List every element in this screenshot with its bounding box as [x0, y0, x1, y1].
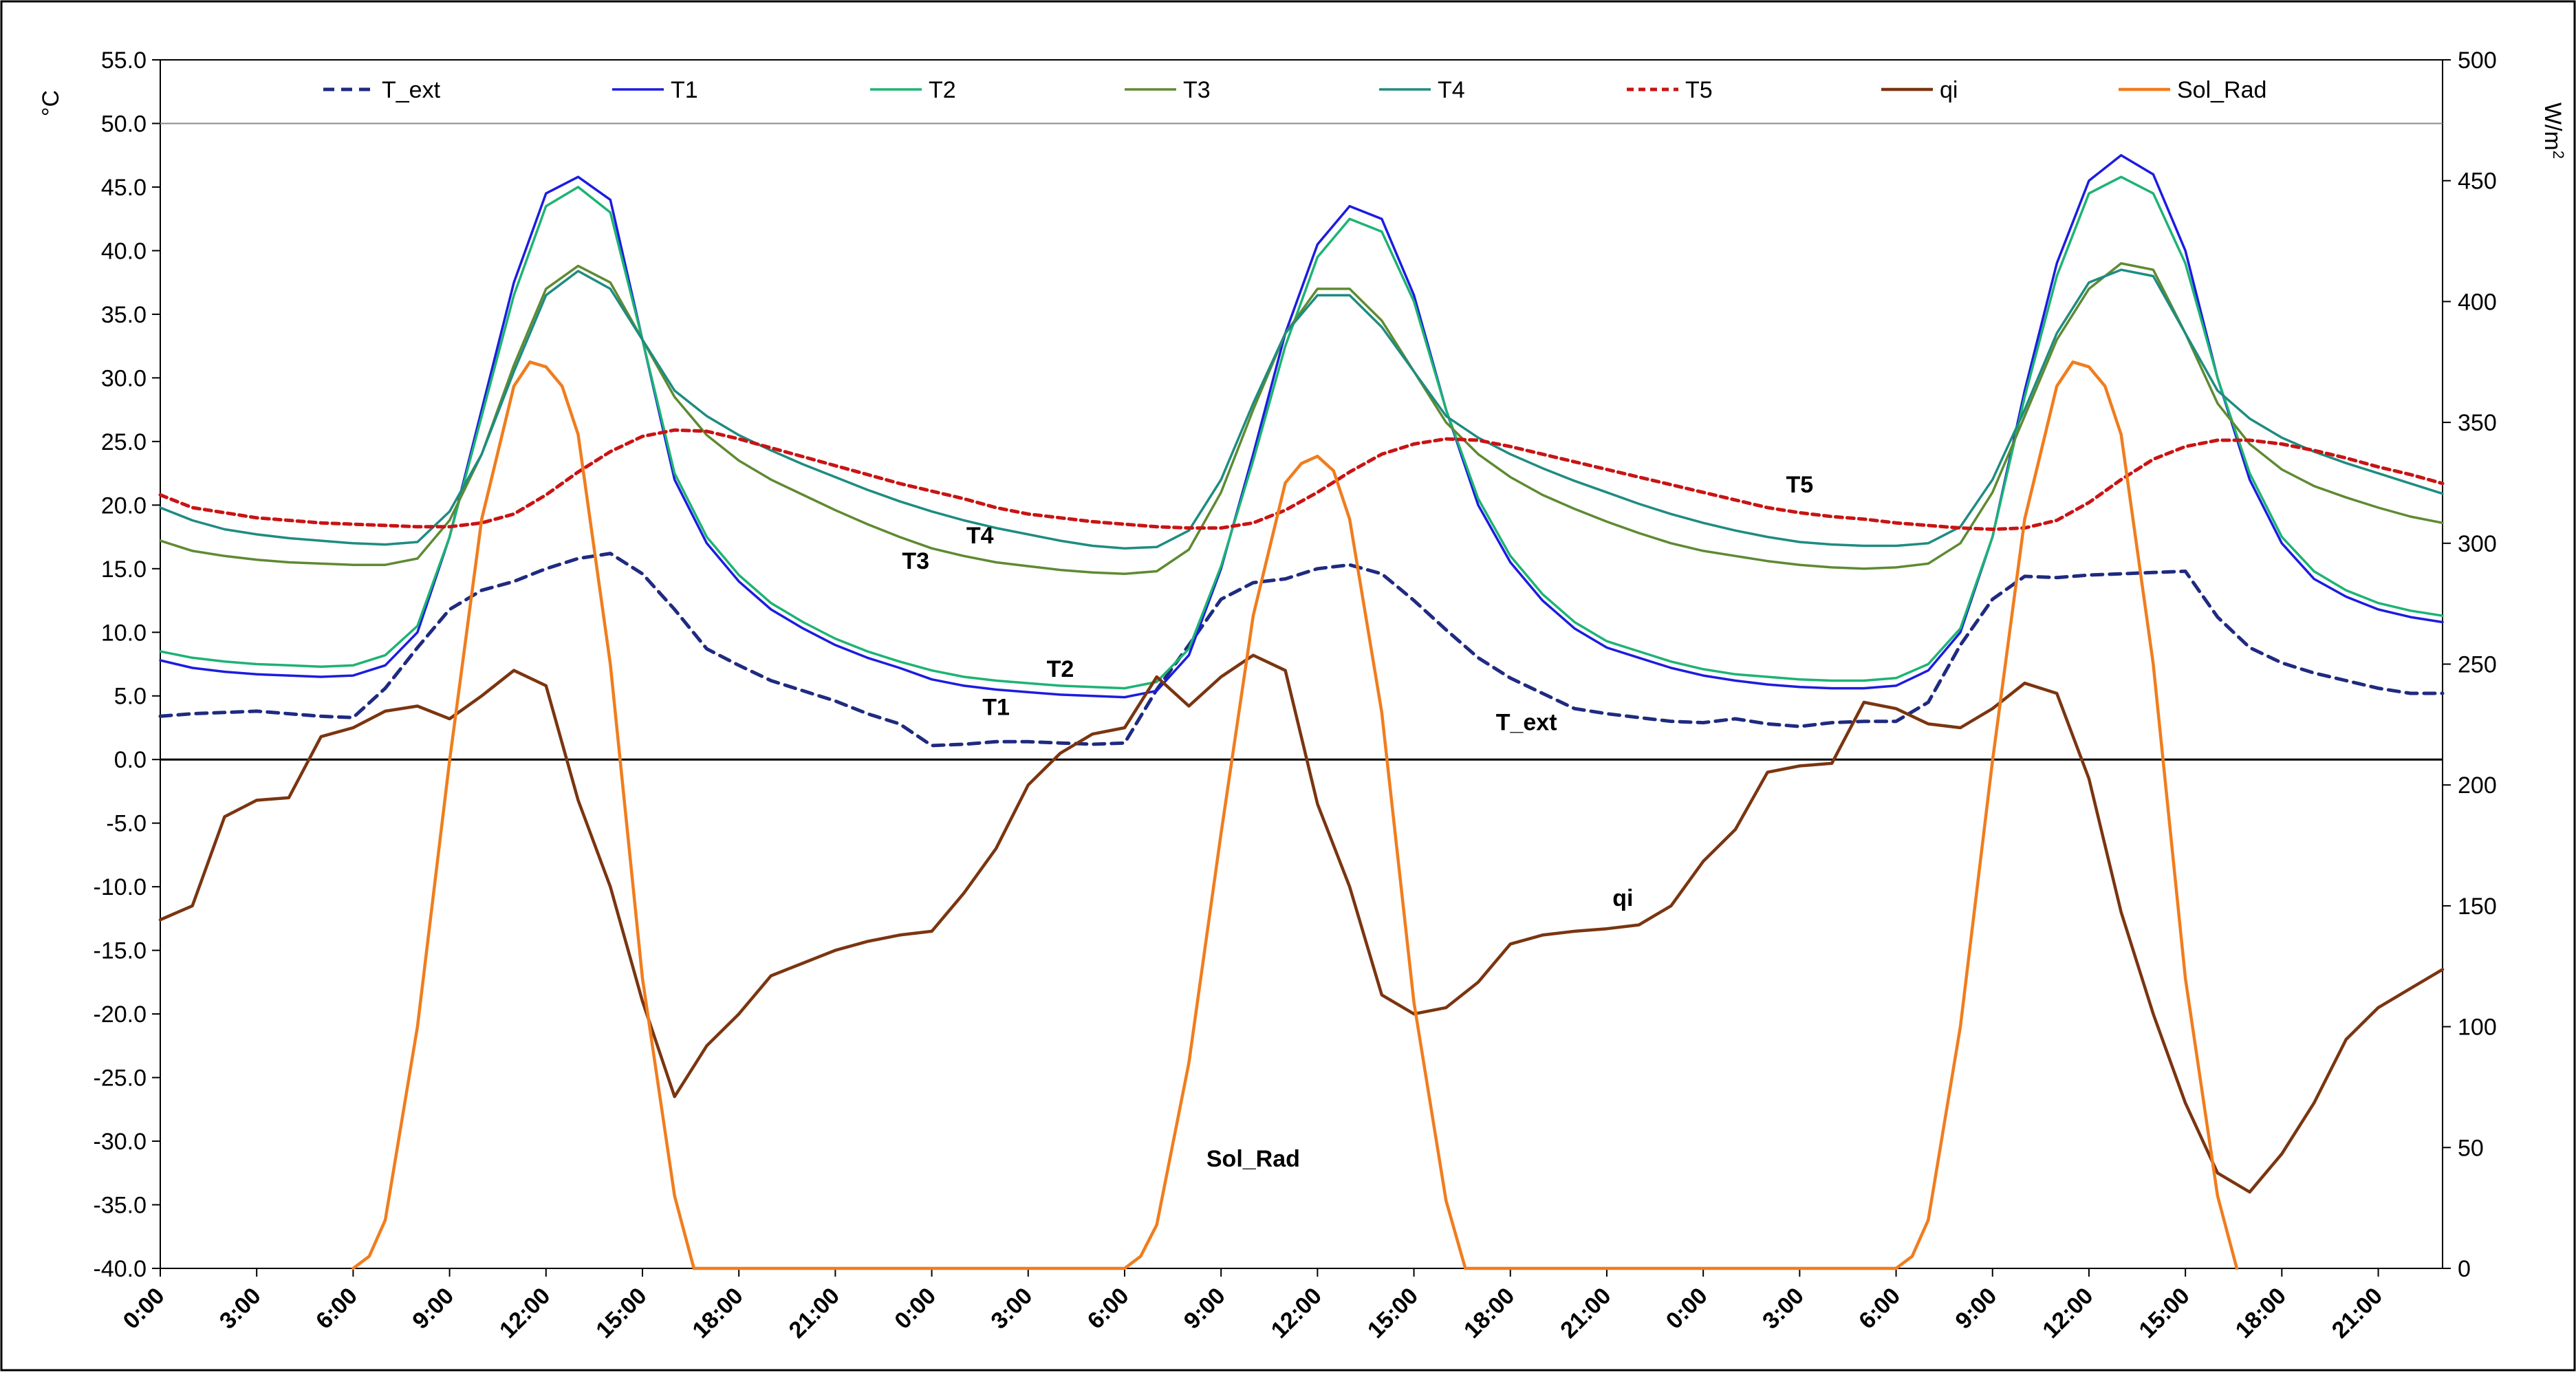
left-tick-label: -35.0	[94, 1193, 147, 1219]
right-tick-label: 500	[2458, 47, 2497, 74]
left-tick-label: 20.0	[101, 492, 147, 519]
legend-label: T4	[1438, 77, 1465, 103]
legend: T_ext T1 T2 T3 T4 T5 qi Sol_Rad	[323, 77, 2266, 103]
series-line-t1	[159, 153, 2444, 699]
legend-label: T5	[1685, 77, 1713, 103]
right-axis-unit: W/m	[2540, 102, 2566, 151]
right-tick-label: 100	[2458, 1015, 2497, 1041]
series-annotation: qi	[1612, 885, 1633, 911]
right-tick-label: 400	[2458, 289, 2497, 315]
series-annotation: T_ext	[1496, 710, 1557, 736]
legend-label: T3	[1183, 77, 1211, 103]
left-tick-label: 5.0	[114, 684, 147, 710]
left-tick-label: 30.0	[101, 365, 147, 391]
left-tick-label: -5.0	[106, 811, 147, 837]
left-tick-label: 0.0	[114, 747, 147, 773]
right-tick-label: 250	[2458, 652, 2497, 678]
series-line-t5	[158, 428, 2445, 531]
legend-label: Sol_Rad	[2177, 77, 2266, 103]
left-tick-label: 50.0	[101, 111, 147, 137]
right-tick-label: 200	[2458, 772, 2497, 799]
series-annotation: Sol_Rad	[1206, 1146, 1300, 1172]
series-annotation: T5	[1786, 472, 1814, 498]
left-tick-label: -40.0	[94, 1256, 147, 1282]
legend-label: qi	[1940, 77, 1958, 103]
right-axis-title: W/m2	[2540, 102, 2568, 159]
left-tick-label: -30.0	[94, 1129, 147, 1155]
left-axis-title: °C	[38, 90, 64, 116]
legend-label: T1	[671, 77, 698, 103]
right-tick-label: 150	[2458, 894, 2497, 920]
grid-layer	[160, 122, 2443, 761]
series-line-t4	[159, 268, 2444, 550]
left-tick-label: 25.0	[101, 429, 147, 455]
series-annotation: T2	[1047, 656, 1074, 682]
left-tick-label: 40.0	[101, 238, 147, 264]
legend-label: T2	[929, 77, 956, 103]
series-annotation: T1	[982, 694, 1010, 720]
left-axis-ticks: -40.0 -35.0 -30.0 -25.0 -20.0 -15.0 -10.0 -5.0 0…	[94, 47, 160, 1282]
series-line-t2	[159, 175, 2444, 690]
left-tick-label: -25.0	[94, 1065, 147, 1092]
series-line-t-ext	[158, 552, 2445, 748]
right-tick-label: 350	[2458, 410, 2497, 436]
series-line-t3	[159, 262, 2444, 575]
series-annotation: T3	[902, 548, 929, 574]
left-tick-label: 10.0	[101, 620, 147, 646]
left-tick-label: 45.0	[101, 175, 147, 201]
right-axis-ticks: 0 50 100 150 200 250 300 350 400 450 500	[2443, 47, 2497, 1282]
plot-area	[160, 59, 2443, 1269]
legend-label: T_ext	[382, 77, 441, 103]
left-tick-label: -10.0	[94, 874, 147, 900]
left-tick-label: -20.0	[94, 1002, 147, 1028]
right-tick-label: 0	[2458, 1256, 2471, 1282]
left-tick-label: 35.0	[101, 302, 147, 328]
left-tick-label: 15.0	[101, 556, 147, 583]
left-tick-label: 55.0	[101, 47, 147, 74]
series-annotation: T4	[966, 523, 994, 549]
series-line-sol-rad	[351, 360, 2239, 1270]
series-line-qi	[158, 653, 2445, 1194]
right-tick-label: 300	[2458, 531, 2497, 557]
left-tick-label: -15.0	[94, 938, 147, 964]
series-layer	[158, 153, 2445, 1270]
right-axis-unit-sup: 2	[2551, 151, 2568, 159]
right-tick-label: 450	[2458, 169, 2497, 195]
right-tick-label: 50	[2458, 1135, 2484, 1161]
